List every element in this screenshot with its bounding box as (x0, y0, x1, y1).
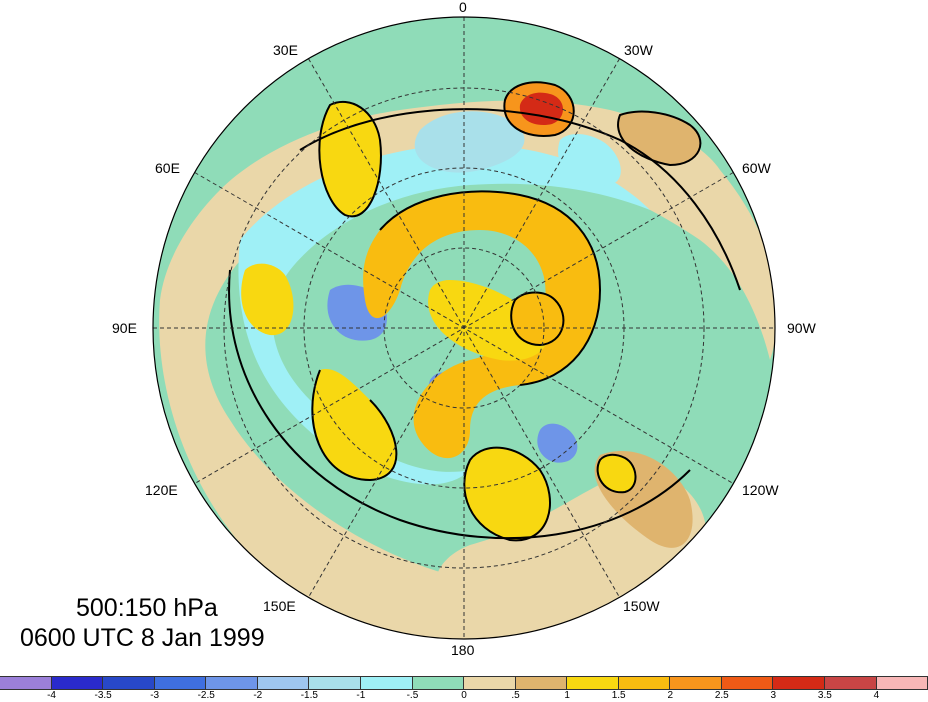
colorbar-swatch (567, 677, 619, 689)
contour-3 (379, 190, 602, 386)
colorbar-label: 2.5 (714, 690, 729, 701)
lon-label-30e: 30E (273, 42, 298, 58)
field-positive-gulf (597, 454, 636, 493)
graticule (153, 17, 775, 639)
colorbar-label: .5 (511, 690, 520, 701)
lon-label-90w: 90W (787, 320, 816, 336)
colorbar-label: -2 (253, 690, 263, 701)
colorbar-label: -4 (47, 690, 56, 701)
colorbar-label: -1.5 (300, 690, 318, 701)
colorbar-label: 0 (461, 690, 467, 701)
colorbar-swatch (206, 677, 258, 689)
colorbar-swatch (51, 677, 104, 689)
lon-label-90e: 90E (112, 320, 137, 336)
colorbar-label: -1 (356, 690, 366, 701)
contour-10 (617, 110, 702, 167)
colorbar-label: 4 (873, 690, 880, 701)
contour-5 (503, 81, 575, 137)
colorbar-swatch (721, 677, 774, 689)
colorbar-label: 3.5 (817, 690, 832, 701)
colorbar-label: 3 (770, 690, 777, 701)
lon-label-60e: 60E (155, 160, 180, 176)
colorbar-swatch (154, 677, 207, 689)
contour-4 (318, 100, 382, 218)
field-negative-greenland (558, 134, 621, 186)
contour-2 (299, 108, 741, 291)
lon-label-150w: 150W (623, 598, 660, 614)
colorbar-swatch (773, 677, 825, 689)
colorbar-label: 2 (667, 690, 673, 701)
contour-9 (510, 291, 565, 347)
colorbar-label: -.5 (406, 690, 419, 701)
colorbar-label: -3 (150, 690, 160, 701)
field-negative-europe (414, 111, 525, 173)
colorbar-swatch (464, 677, 516, 689)
title-level: 500:150 hPa (76, 594, 218, 622)
field-positive-arctic (428, 280, 548, 361)
lon-label-120e: 120E (145, 482, 178, 498)
field-positive-alaska (464, 447, 550, 541)
colorbar-swatch (670, 677, 722, 689)
field-positive-scandinavia (319, 101, 381, 217)
contour-8 (596, 453, 637, 494)
colorbar-swatch (103, 677, 155, 689)
lon-label-30w: 30W (624, 42, 653, 58)
colorbar-label: 1.5 (611, 690, 626, 701)
lon-label-0: 0 (459, 0, 467, 15)
field-positive-eastasia (312, 369, 397, 480)
colorbar-swatch (309, 677, 361, 689)
colorbar-label: -3.5 (94, 690, 112, 701)
title-time: 0600 UTC 8 Jan 1999 (20, 624, 265, 652)
colorbar-swatch (876, 677, 928, 689)
colorbar-swatch (360, 677, 413, 689)
lon-label-150e: 150E (263, 598, 296, 614)
contour-6 (463, 446, 551, 542)
colorbar-swatch (618, 677, 671, 689)
field-positive-central (363, 191, 600, 459)
colorbar-swatch (412, 677, 465, 689)
colorbar-label: -2.5 (197, 690, 215, 701)
colorbar-swatch (825, 677, 877, 689)
contours (228, 81, 741, 542)
contour-1 (228, 269, 691, 540)
lon-label-60w: 60W (742, 160, 771, 176)
colorbar-swatch (0, 677, 52, 689)
map-field (153, 17, 775, 639)
colorbar (0, 676, 928, 690)
field-positive-canada (511, 292, 564, 345)
lon-label-120w: 120W (742, 482, 779, 498)
field-positive-asia (241, 263, 294, 336)
colorbar-swatch (257, 677, 310, 689)
field-max-atlantic-inner (519, 92, 564, 126)
lon-label-180: 180 (451, 642, 475, 658)
map-border (152, 16, 776, 640)
colorbar-swatch (515, 677, 568, 689)
field-positive-outer (159, 100, 775, 639)
field-negative-pacific (537, 423, 578, 463)
colorbar-label: 1 (564, 690, 570, 701)
